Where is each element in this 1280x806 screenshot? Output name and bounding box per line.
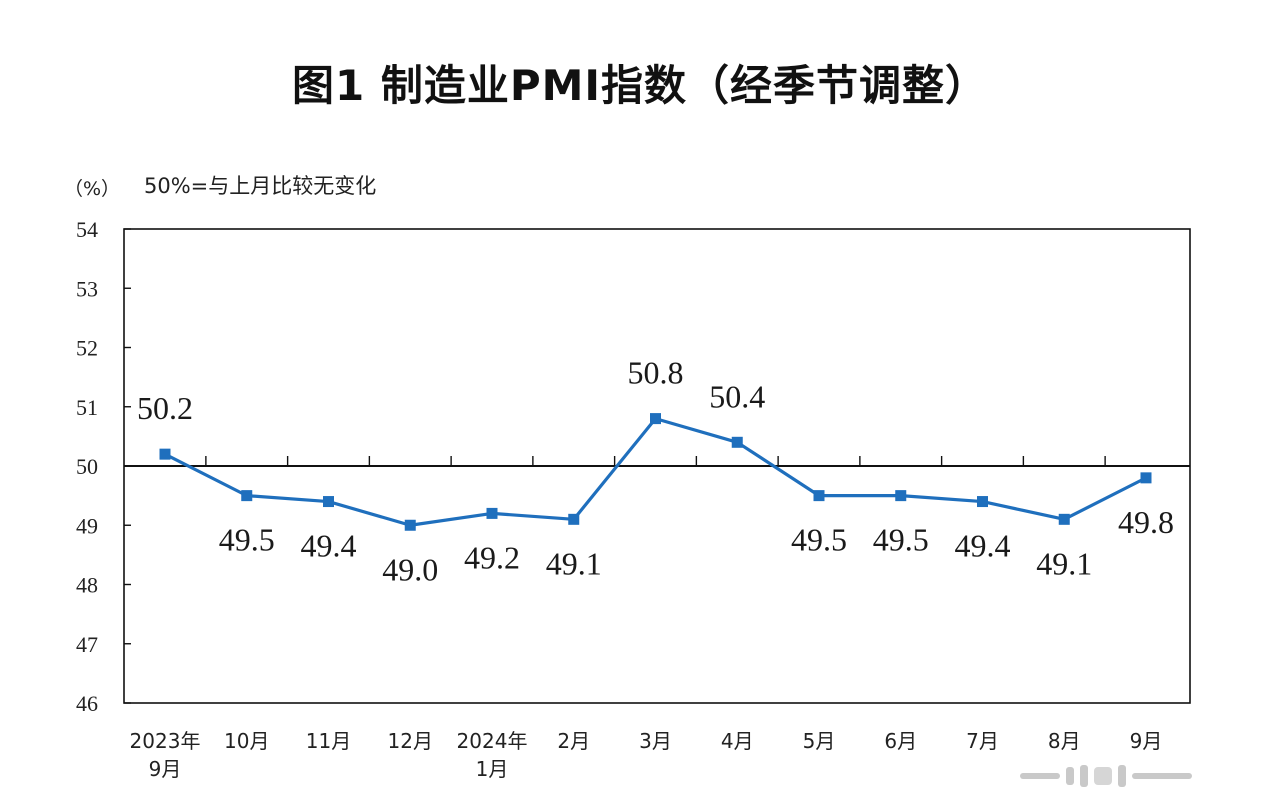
y-tick-label: 51 <box>76 395 98 420</box>
x-tick-label-line: 12月 <box>388 729 433 753</box>
x-tick-label-line: 7月 <box>966 729 999 753</box>
x-tick-label-line: 5月 <box>803 729 836 753</box>
data-label: 49.1 <box>546 545 602 581</box>
x-tick-label: 11月 <box>306 729 351 753</box>
x-tick-label-line: 6月 <box>884 729 917 753</box>
y-tick-label: 48 <box>76 573 98 598</box>
data-label: 50.2 <box>137 390 193 426</box>
y-axis-unit: （%） <box>64 178 121 200</box>
y-tick-label: 54 <box>76 217 98 242</box>
reference-note: 50%=与上月比较无变化 <box>144 174 377 198</box>
x-tick-label-line: 1月 <box>476 757 509 781</box>
y-tick-label: 47 <box>76 632 98 657</box>
x-tick-label: 8月 <box>1048 729 1081 753</box>
data-label: 49.5 <box>219 522 275 558</box>
x-tick-label-line: 2024年 <box>457 729 528 753</box>
data-label: 50.8 <box>628 355 684 391</box>
watermark <box>1020 758 1245 794</box>
x-tick-label-line: 3月 <box>639 729 672 753</box>
x-tick-label-line: 10月 <box>224 729 269 753</box>
y-tick-label: 46 <box>76 691 98 716</box>
x-tick-label-line: 8月 <box>1048 729 1081 753</box>
data-label: 49.0 <box>382 551 438 587</box>
data-point-marker <box>650 413 661 425</box>
data-point-marker <box>404 519 416 531</box>
data-label: 49.2 <box>464 539 520 575</box>
series-line <box>164 417 1147 527</box>
x-tick-label: 6月 <box>884 729 917 753</box>
x-tick-label: 12月 <box>388 729 433 753</box>
data-label: 49.4 <box>301 528 357 564</box>
data-label: 49.4 <box>955 528 1011 564</box>
series-pmi <box>159 413 1152 531</box>
data-point-marker <box>1140 472 1152 484</box>
data-point-marker <box>813 490 825 502</box>
data-label: 49.1 <box>1036 545 1092 581</box>
y-tick-label: 53 <box>76 276 98 301</box>
x-tick-label: 9月 <box>1130 729 1163 753</box>
chart-title: 图1 制造业PMI指数（经季节调整） <box>291 61 989 110</box>
x-tick-label-line: 9月 <box>1130 729 1163 753</box>
x-tick-label: 2月 <box>557 729 590 753</box>
data-label: 50.4 <box>709 378 765 414</box>
x-tick-label: 2024年 1月 <box>457 729 528 781</box>
data-label: 49.8 <box>1118 504 1174 540</box>
x-tick-label-line: 9月 <box>149 757 182 781</box>
data-point-marker <box>486 507 498 519</box>
x-tick-label-line: 11月 <box>306 729 351 753</box>
data-point-marker <box>568 513 580 525</box>
y-axis: 46 47 48 49 50 51 52 53 54 <box>76 217 1191 716</box>
data-point-marker <box>731 436 743 448</box>
data-point-marker <box>1058 513 1070 525</box>
data-point-marker <box>159 448 171 460</box>
x-tick-label-line: 2月 <box>557 729 590 753</box>
data-label: 49.5 <box>791 522 847 558</box>
y-tick-label: 49 <box>76 513 98 538</box>
x-tick-label: 3月 <box>639 729 672 753</box>
x-tick-label: 7月 <box>966 729 999 753</box>
data-label: 49.5 <box>873 522 929 558</box>
x-tick-label: 10月 <box>224 729 269 753</box>
data-point-marker <box>895 490 907 502</box>
x-axis: 2023年 9月 10月 11月 12月 2024年 1月 2月 3月 4月 5月 6月 7月 8月 9月 <box>130 456 1163 781</box>
y-tick-label: 52 <box>76 336 98 361</box>
data-point-marker <box>323 496 334 508</box>
data-labels: 50.2 49.5 49.4 49.0 49.2 49.1 50.8 50.4 49.5 49.5… <box>137 355 1174 588</box>
x-tick-label: 5月 <box>803 729 836 753</box>
y-tick-label: 50 <box>76 454 98 479</box>
data-point-marker <box>977 496 988 508</box>
x-tick-label-line: 2023年 <box>130 729 201 753</box>
x-tick-label: 4月 <box>721 729 754 753</box>
data-point-marker <box>241 490 253 502</box>
x-tick-label-line: 4月 <box>721 729 754 753</box>
x-tick-label: 2023年 9月 <box>130 729 201 781</box>
